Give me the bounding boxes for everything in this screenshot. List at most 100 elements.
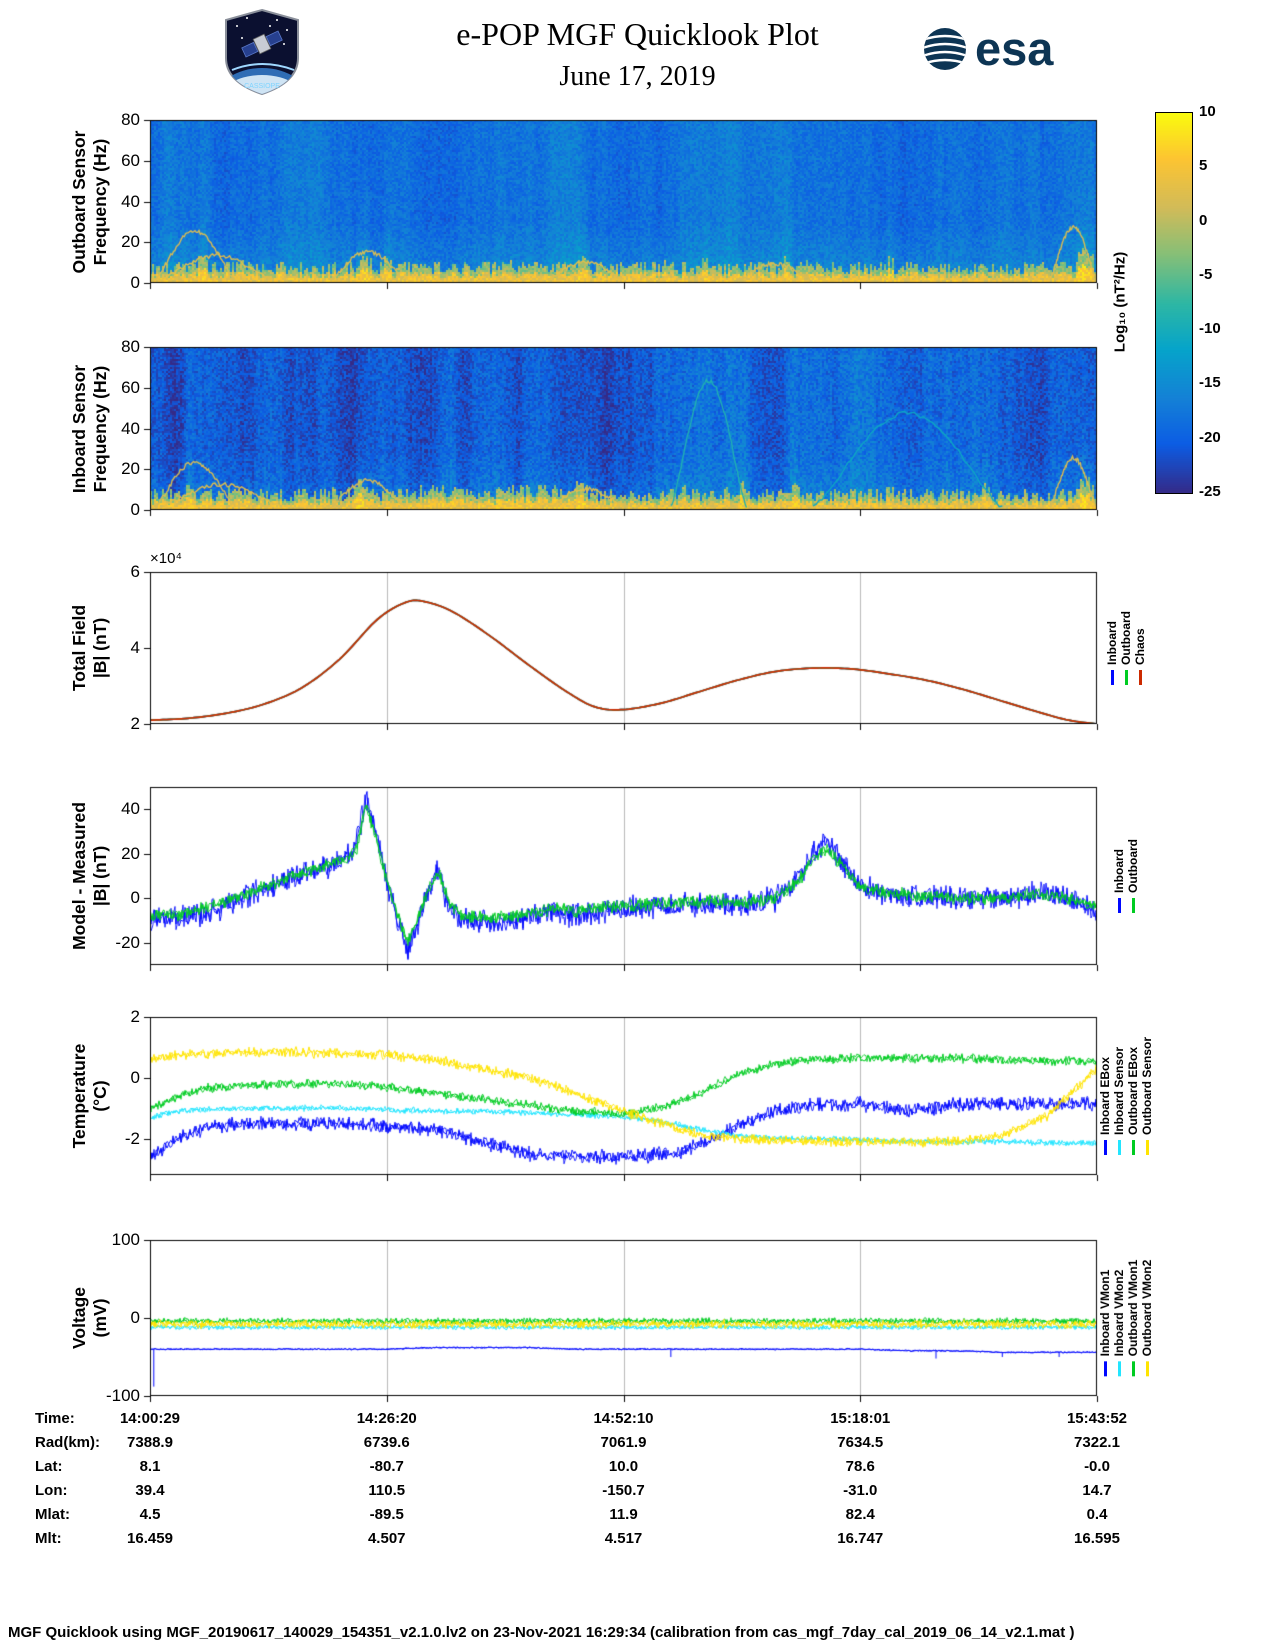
legend-label: Outboard <box>1126 839 1140 893</box>
outboard-spectrogram-ytick-label: 0 <box>130 273 140 292</box>
legend-item: Chaos <box>1133 628 1147 685</box>
voltage-ytick-label: 0 <box>130 1308 140 1327</box>
colorbar-tick-label: 0 <box>1199 211 1208 229</box>
legend-label: Inboard Sensor <box>1112 1046 1126 1136</box>
table-cell: 14:52:10 <box>593 1410 654 1427</box>
colorbar-label: Log₁₀ (nT²/Hz) <box>1111 251 1129 353</box>
model-minus-measured-plot-canvas <box>134 771 1113 981</box>
legend-label: Inboard <box>1105 621 1119 665</box>
inboard-spectrogram-ylabel: Inboard Sensor Frequency (Hz) <box>69 364 110 493</box>
legend-item: Outboard VMon2 <box>1140 1260 1154 1377</box>
plot-date: June 17, 2019 <box>559 61 716 92</box>
table-row-label: Mlt: <box>35 1530 62 1547</box>
panel-temperature <box>134 1001 1113 1191</box>
legend-line-sample <box>1117 1361 1121 1377</box>
legend-line-sample <box>1110 670 1114 685</box>
outboard-spectrogram-ytick-label: 60 <box>121 150 140 170</box>
table-row-label: Rad(km): <box>35 1434 101 1451</box>
temperature-legend: Inboard EBox Inboard Sensor Outboard EBox O… <box>1098 1037 1154 1156</box>
legend-line-sample <box>1103 1361 1107 1377</box>
table-cell: 4.517 <box>604 1530 643 1547</box>
total-field-y-multiplier: ×10⁴ <box>150 550 182 567</box>
legend-label: Outboard EBox <box>1126 1046 1140 1136</box>
legend-label: Chaos <box>1133 628 1147 665</box>
esa-logo: esa <box>922 25 1053 72</box>
patch-mission-name: CASSIOPE <box>244 83 280 90</box>
legend-item: Inboard <box>1112 849 1126 913</box>
legend-label: Inboard VMon2 <box>1112 1269 1126 1357</box>
model-minus-measured-ytick-label: 0 <box>130 888 140 908</box>
table-cell: 10.0 <box>608 1458 639 1475</box>
table-cell: 110.5 <box>368 1482 406 1499</box>
table-cell: 8.1 <box>139 1458 161 1475</box>
outboard-spectrogram-ytick-label: 20 <box>121 232 140 252</box>
voltage-ytick-label: -100 <box>105 1386 140 1405</box>
table-cell: -150.7 <box>602 1482 645 1499</box>
panel-model-minus-measured <box>134 771 1113 981</box>
outboard-spectrogram-plot-canvas <box>134 104 1113 299</box>
legend-item: Outboard VMon1 <box>1126 1260 1140 1377</box>
legend-label: Outboard VMon1 <box>1126 1259 1140 1357</box>
legend-item: Outboard EBox <box>1126 1046 1140 1156</box>
legend-line-sample <box>1103 1140 1107 1156</box>
voltage-plot-canvas <box>134 1224 1113 1412</box>
panel-inboard-spectrogram <box>134 331 1113 526</box>
legend-line-sample <box>1145 1140 1149 1156</box>
esa-globe-icon <box>924 28 966 70</box>
title-block: e-POP MGF Quicklook Plot June 17, 2019 <box>0 16 1275 93</box>
colorbar-tick-label: -10 <box>1199 320 1221 338</box>
voltage-legend: Inboard VMon1 Inboard VMon2 Outboard VMon1… <box>1098 1260 1154 1377</box>
table-cell: 7322.1 <box>1074 1434 1120 1451</box>
legend-line-sample <box>1131 1140 1135 1156</box>
table-cell: -0.0 <box>1084 1458 1110 1475</box>
panel-outboard-spectrogram <box>134 104 1113 299</box>
panel-voltage <box>134 1224 1113 1412</box>
inboard-spectrogram-ytick-label: 40 <box>121 418 140 438</box>
outboard-spectrogram-ytick-label: 40 <box>121 191 140 211</box>
header: CASSIOPE e-POP MGF Quicklook Plot June 1… <box>0 0 1275 112</box>
outboard-spectrogram-ylabel: Outboard Sensor Frequency (Hz) <box>69 130 110 273</box>
colorbar-tick-label: -25 <box>1199 483 1221 500</box>
total-field-ytick-label: 6 <box>130 562 140 581</box>
voltage-ylabel: Voltage (mV) <box>69 1287 110 1349</box>
total-field-ytick-label: 4 <box>130 638 140 657</box>
table-cell: 6739.6 <box>363 1434 410 1451</box>
legend-item: Outboard <box>1126 839 1140 913</box>
inboard-spectrogram-ytick-label: 80 <box>121 337 140 356</box>
table-cell: 78.6 <box>845 1458 875 1475</box>
model-minus-measured-ytick-label: 20 <box>121 843 140 863</box>
total-field-legend: Inboard Outboard Chaos <box>1105 611 1147 685</box>
legend-label: Inboard <box>1112 849 1126 893</box>
legend-line-sample <box>1117 898 1121 913</box>
colorbar-tick-label: 10 <box>1199 103 1216 120</box>
model-minus-measured-ylabel: Model - Measured |B| (nT) <box>69 802 110 950</box>
table-cell: 82.4 <box>845 1506 875 1523</box>
table-cell: 39.4 <box>135 1482 165 1499</box>
table-cell: 4.5 <box>139 1506 161 1523</box>
legend-line-sample <box>1138 670 1142 685</box>
table-cell: 14:00:29 <box>119 1410 181 1427</box>
temperature-ytick-label: -2 <box>124 1128 140 1148</box>
table-cell: 7634.5 <box>837 1434 884 1451</box>
table-cell: 0.4 <box>1086 1506 1108 1523</box>
colorbar-tick-label: -5 <box>1199 265 1213 283</box>
table-cell: -80.7 <box>369 1458 404 1475</box>
colorbar-tick-label: -20 <box>1199 428 1221 446</box>
model-minus-measured-ytick-label: 40 <box>121 799 140 819</box>
cassiope-mission-patch: CASSIOPE <box>225 8 299 96</box>
total-field-ylabel: Total Field |B| (nT) <box>69 604 110 692</box>
temperature-plot-canvas <box>134 1001 1113 1191</box>
model-minus-measured-ytick-label: -20 <box>115 932 140 952</box>
panel-total-field <box>134 556 1113 740</box>
inboard-spectrogram-ytick-label: 20 <box>121 459 140 479</box>
voltage-ytick-label: 100 <box>111 1230 140 1249</box>
legend-item: Inboard VMon1 <box>1098 1270 1112 1377</box>
table-cell: 15:43:52 <box>1066 1410 1128 1427</box>
inboard-spectrogram-plot-canvas <box>134 331 1113 526</box>
table-cell: 14:26:20 <box>356 1410 417 1427</box>
legend-item: Inboard EBox <box>1098 1057 1112 1156</box>
legend-label: Inboard VMon1 <box>1098 1269 1112 1357</box>
plot-title: e-POP MGF Quicklook Plot <box>456 16 819 52</box>
